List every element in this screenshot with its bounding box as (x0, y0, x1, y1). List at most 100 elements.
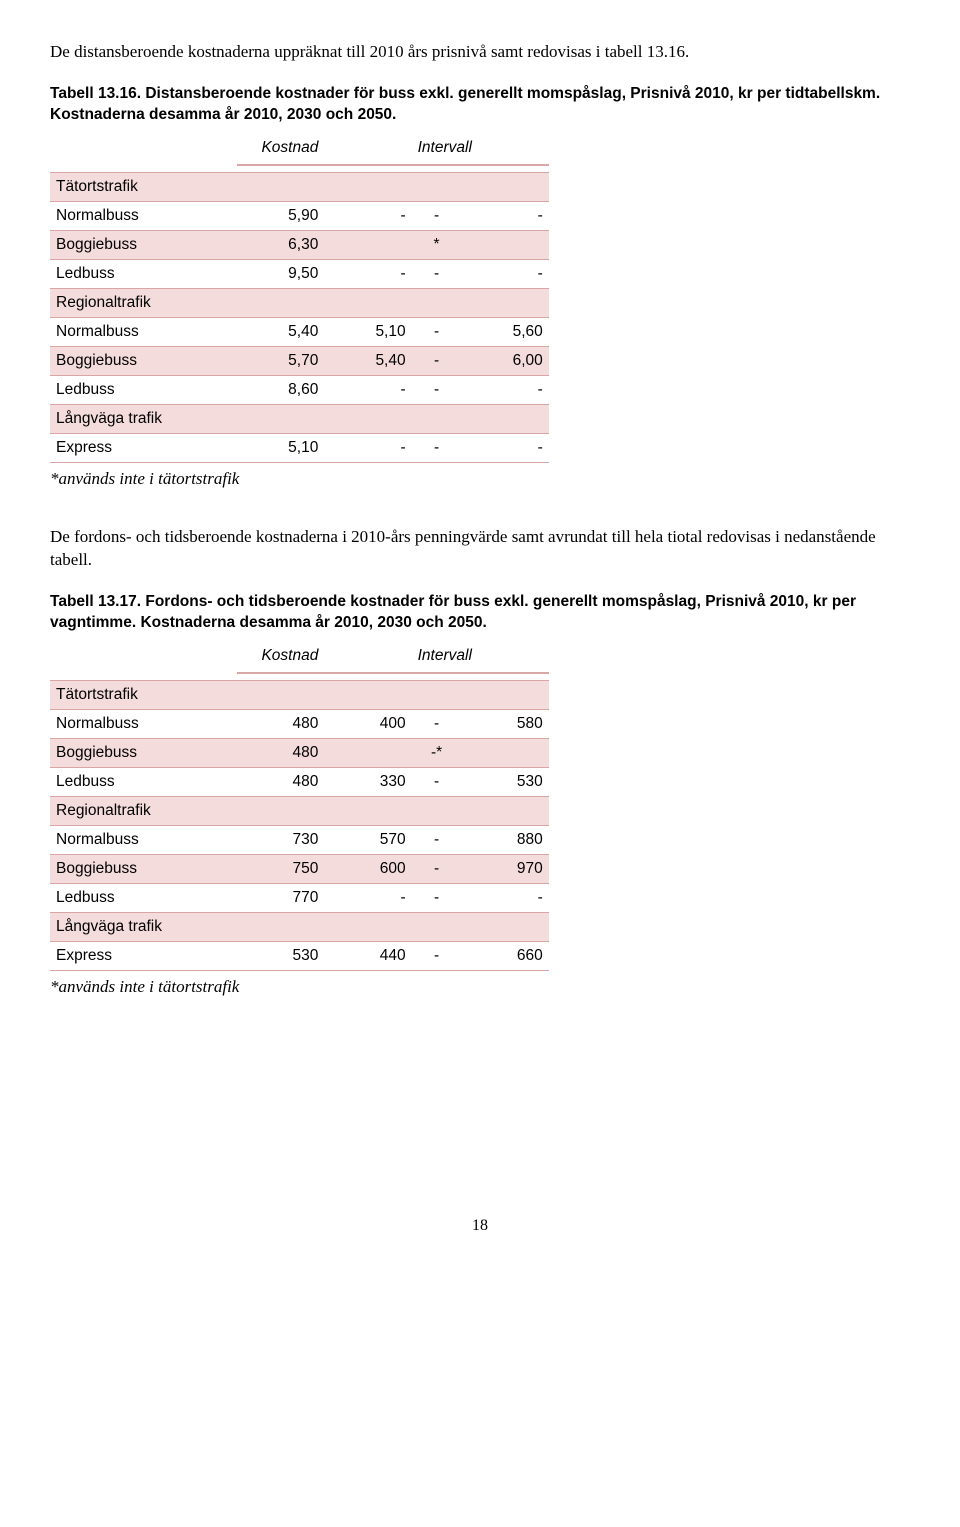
row-lo: 5,40 (324, 346, 411, 375)
table-row: Boggiebuss 750 600 - 970 (50, 855, 549, 884)
row-label: Normalbuss (50, 826, 237, 855)
row-label: Boggiebuss (50, 855, 237, 884)
row-dash: - (412, 710, 462, 739)
table-row: Express 5,10 - - - (50, 433, 549, 462)
row-dash: - (412, 884, 462, 913)
row-label: Boggiebuss (50, 739, 237, 768)
row-cost: 730 (237, 826, 324, 855)
row-dash: - (412, 317, 462, 346)
row-lo: - (324, 884, 411, 913)
table2-header-row: Kostnad Intervall (50, 638, 549, 673)
section-tatort: Tätortstrafik (50, 681, 549, 710)
section-langvaga: Långväga trafik (50, 913, 549, 942)
row-cost: 770 (237, 884, 324, 913)
row-lo: - (324, 259, 411, 288)
table-row: Normalbuss 5,40 5,10 - 5,60 (50, 317, 549, 346)
row-hi: 660 (461, 942, 548, 971)
row-label: Ledbuss (50, 259, 237, 288)
table-1316: Kostnad Intervall Tätortstrafik Normalbu… (50, 130, 549, 463)
row-lo: - (324, 433, 411, 462)
row-hi: - (461, 375, 548, 404)
row-star: -* (324, 739, 548, 768)
col-intervall: Intervall (412, 130, 549, 165)
row-cost: 480 (237, 768, 324, 797)
table-1317: Kostnad Intervall Tätortstrafik Normalbu… (50, 638, 549, 971)
row-hi: - (461, 259, 548, 288)
row-hi: 6,00 (461, 346, 548, 375)
row-hi: 5,60 (461, 317, 548, 346)
row-cost: 530 (237, 942, 324, 971)
table-row: Normalbuss 5,90 - - - (50, 201, 549, 230)
section-label: Långväga trafik (50, 913, 237, 942)
section-label: Tätortstrafik (50, 681, 237, 710)
row-label: Normalbuss (50, 317, 237, 346)
table1-header-row: Kostnad Intervall (50, 130, 549, 165)
table-row: Normalbuss 730 570 - 880 (50, 826, 549, 855)
row-cost: 480 (237, 710, 324, 739)
table-row: Ledbuss 770 - - - (50, 884, 549, 913)
row-label: Boggiebuss (50, 346, 237, 375)
row-lo: - (324, 201, 411, 230)
row-cost: 5,40 (237, 317, 324, 346)
row-hi: 970 (461, 855, 548, 884)
row-cost: 480 (237, 739, 324, 768)
row-dash: - (412, 201, 462, 230)
section-regional: Regionaltrafik (50, 288, 549, 317)
row-label: Ledbuss (50, 375, 237, 404)
table-row: Express 530 440 - 660 (50, 942, 549, 971)
section-langvaga: Långväga trafik (50, 404, 549, 433)
row-cost: 6,30 (237, 230, 324, 259)
row-label: Boggiebuss (50, 230, 237, 259)
row-dash: - (412, 259, 462, 288)
col-kostnad: Kostnad (237, 638, 324, 673)
table-row: Boggiebuss 480 -* (50, 739, 549, 768)
row-dash: - (412, 855, 462, 884)
row-label: Ledbuss (50, 884, 237, 913)
table1-footnote: *används inte i tätortstrafik (50, 469, 910, 489)
row-hi: 880 (461, 826, 548, 855)
row-dash: - (412, 346, 462, 375)
row-label: Ledbuss (50, 768, 237, 797)
row-hi: - (461, 201, 548, 230)
mid-paragraph: De fordons- och tidsberoende kostnaderna… (50, 525, 910, 573)
row-hi: 530 (461, 768, 548, 797)
row-cost: 5,90 (237, 201, 324, 230)
row-cost: 9,50 (237, 259, 324, 288)
row-lo: 600 (324, 855, 411, 884)
row-star: * (324, 230, 548, 259)
col-kostnad: Kostnad (237, 130, 324, 165)
row-lo: - (324, 375, 411, 404)
section-label: Regionaltrafik (50, 797, 237, 826)
table2-caption: Tabell 13.17. Fordons- och tidsberoende … (50, 592, 910, 634)
row-label: Express (50, 942, 237, 971)
section-label: Regionaltrafik (50, 288, 237, 317)
row-cost: 8,60 (237, 375, 324, 404)
col-intervall: Intervall (412, 638, 549, 673)
row-lo: 5,10 (324, 317, 411, 346)
row-lo: 330 (324, 768, 411, 797)
row-hi: 580 (461, 710, 548, 739)
row-dash: - (412, 768, 462, 797)
table-row: Ledbuss 8,60 - - - (50, 375, 549, 404)
row-dash: - (412, 433, 462, 462)
row-lo: 570 (324, 826, 411, 855)
page-number: 18 (50, 1217, 910, 1235)
table-row: Boggiebuss 5,70 5,40 - 6,00 (50, 346, 549, 375)
section-label: Långväga trafik (50, 404, 237, 433)
row-hi: - (461, 433, 548, 462)
table-row: Ledbuss 480 330 - 530 (50, 768, 549, 797)
section-tatort: Tätortstrafik (50, 172, 549, 201)
row-lo: 440 (324, 942, 411, 971)
table2-footnote: *används inte i tätortstrafik (50, 977, 910, 997)
row-lo: 400 (324, 710, 411, 739)
table-row: Normalbuss 480 400 - 580 (50, 710, 549, 739)
table-row: Boggiebuss 6,30 * (50, 230, 549, 259)
section-label: Tätortstrafik (50, 172, 237, 201)
row-dash: - (412, 942, 462, 971)
table-row: Ledbuss 9,50 - - - (50, 259, 549, 288)
row-dash: - (412, 826, 462, 855)
row-label: Normalbuss (50, 201, 237, 230)
row-cost: 5,70 (237, 346, 324, 375)
row-dash: - (412, 375, 462, 404)
row-cost: 5,10 (237, 433, 324, 462)
